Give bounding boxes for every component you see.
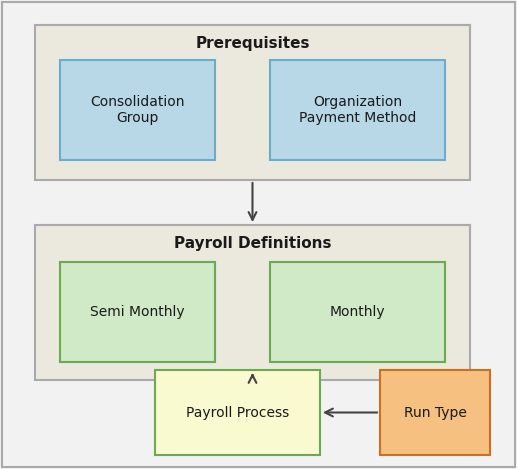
Text: Run Type: Run Type	[404, 406, 466, 419]
Bar	[35, 25, 470, 180]
Text: Prerequisites: Prerequisites	[195, 36, 310, 51]
Bar	[60, 262, 215, 362]
Text: Semi Monthly: Semi Monthly	[90, 305, 185, 319]
Text: Monthly: Monthly	[330, 305, 385, 319]
Text: Organization
Payment Method: Organization Payment Method	[299, 95, 416, 125]
Bar	[60, 60, 215, 160]
Bar	[380, 370, 490, 455]
Text: Payroll Definitions: Payroll Definitions	[174, 235, 331, 250]
Text: Consolidation
Group: Consolidation Group	[90, 95, 185, 125]
Bar	[270, 60, 445, 160]
Bar	[270, 262, 445, 362]
Text: Payroll Process: Payroll Process	[186, 406, 289, 419]
Bar	[35, 225, 470, 380]
Bar	[155, 370, 320, 455]
